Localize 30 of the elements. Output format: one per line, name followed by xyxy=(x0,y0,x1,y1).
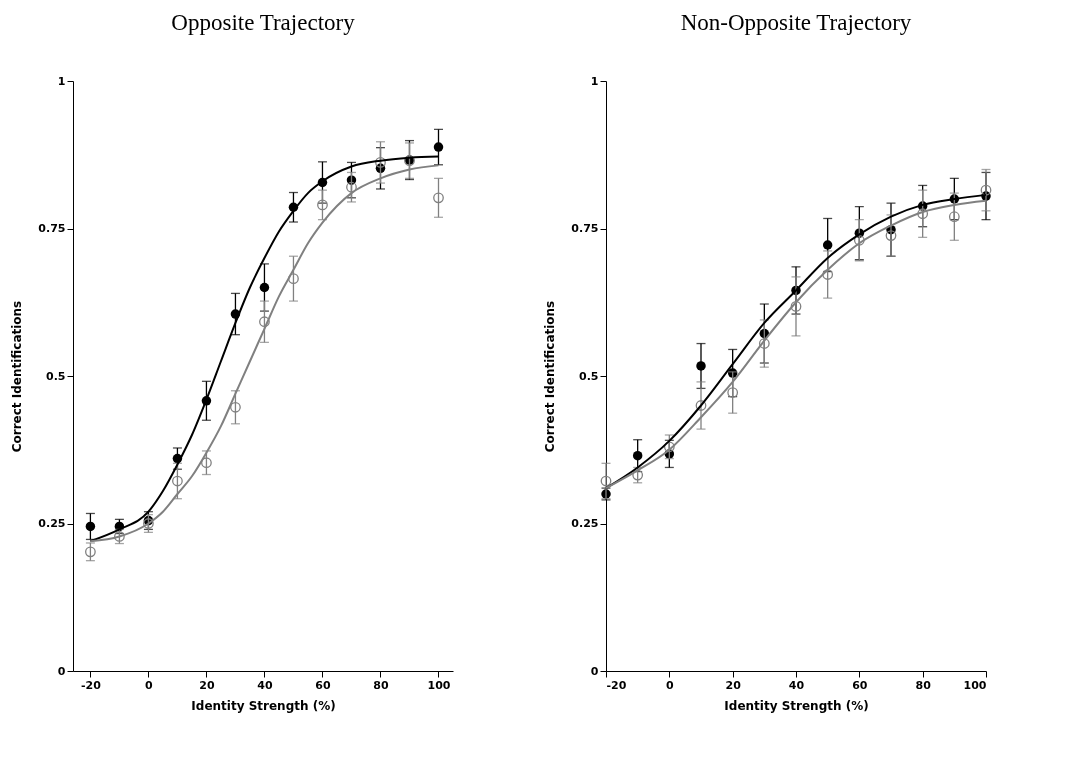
x-tick-label: -20 xyxy=(606,678,627,692)
x-tick-label: 40 xyxy=(257,678,273,692)
x-tick-label: 0 xyxy=(666,678,675,692)
x-tick-label: 80 xyxy=(373,678,389,692)
y-tick-label: 1 xyxy=(57,74,66,88)
y-tick-label: 1 xyxy=(590,74,599,88)
y-axis-title: Correct Identifications xyxy=(10,300,25,453)
x-tick-label: 0 xyxy=(145,678,154,692)
x-tick-label: 80 xyxy=(915,678,932,692)
y-tick-label: 0.5 xyxy=(579,369,599,383)
x-tick-label: 60 xyxy=(315,678,331,692)
x-axis-title: Identity Strength (%) xyxy=(191,698,336,713)
x-tick-label: 20 xyxy=(725,678,742,692)
x-tick-label: 100 xyxy=(427,678,451,692)
y-tick-label: 0.5 xyxy=(46,369,66,383)
y-tick-label: 0 xyxy=(590,664,599,678)
y-tick-label: 0.25 xyxy=(38,517,66,530)
y-tick-label: 0.75 xyxy=(571,222,599,235)
x-tick-label: 20 xyxy=(199,678,215,692)
y-tick-label: 0 xyxy=(57,664,66,678)
y-axis-title: Correct Identifications xyxy=(543,300,558,453)
x-tick-label: 40 xyxy=(788,678,805,692)
x-tick-label: 100 xyxy=(963,678,987,692)
y-tick-label: 0.75 xyxy=(38,222,66,235)
chart-title: Non-Opposite Trajectory xyxy=(680,10,912,35)
x-tick-label: -20 xyxy=(80,678,102,692)
x-tick-label: 60 xyxy=(852,678,868,692)
x-axis-title: Identity Strength (%) xyxy=(724,698,869,713)
y-tick-label: 0.25 xyxy=(571,517,599,530)
chart-title: Opposite Trajectory xyxy=(171,10,356,35)
